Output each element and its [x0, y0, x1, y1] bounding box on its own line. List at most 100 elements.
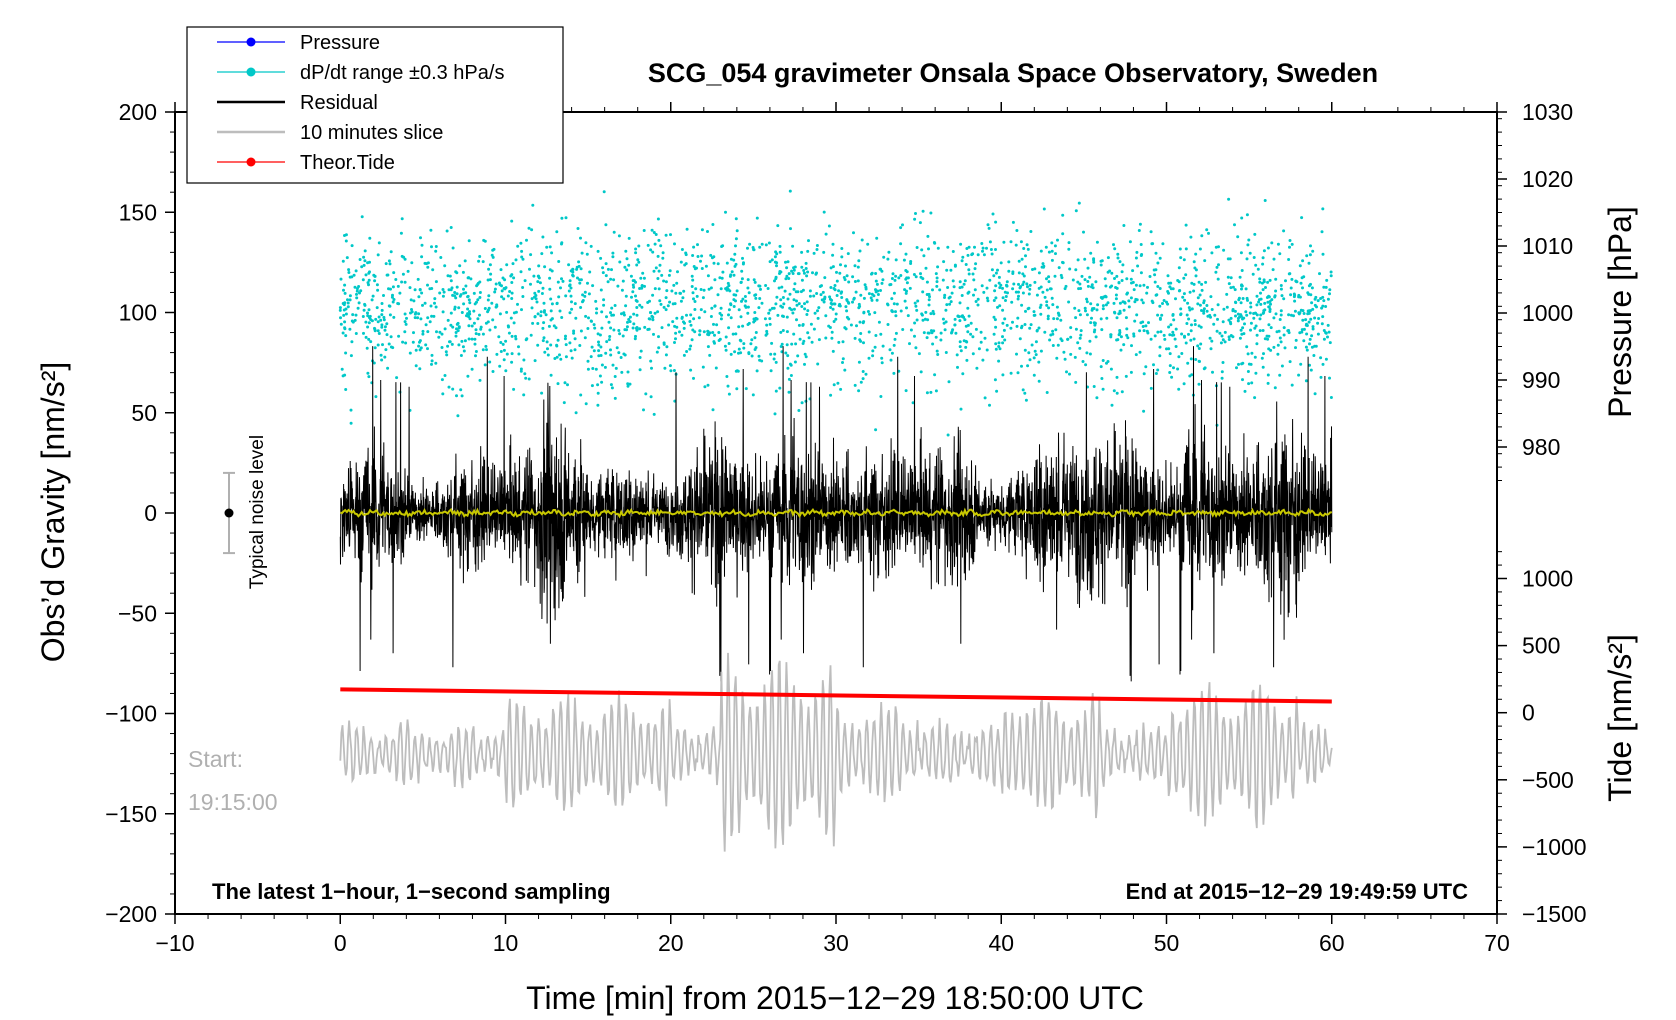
- dpdt-point: [1266, 381, 1270, 385]
- dpdt-point: [613, 375, 617, 378]
- residual-mean-line: [340, 507, 1333, 519]
- dpdt-point: [1022, 280, 1026, 284]
- dpdt-point: [528, 267, 531, 271]
- dpdt-point: [418, 340, 421, 344]
- dpdt-point: [1262, 278, 1266, 282]
- dpdt-point: [1135, 250, 1139, 254]
- dpdt-point: [753, 280, 757, 284]
- dpdt-point: [1185, 322, 1189, 325]
- dpdt-point: [571, 267, 575, 271]
- dpdt-point: [595, 311, 598, 315]
- dpdt-point: [817, 338, 821, 342]
- dpdt-point: [1278, 318, 1282, 321]
- dpdt-point: [481, 260, 485, 264]
- dpdt-point: [361, 315, 365, 318]
- dpdt-point: [798, 337, 802, 341]
- dpdt-point: [901, 328, 905, 331]
- dpdt-point: [1263, 337, 1267, 341]
- dpdt-point: [652, 269, 656, 273]
- dpdt-point: [711, 408, 715, 412]
- dpdt-point: [548, 287, 552, 291]
- dpdt-point: [569, 294, 573, 298]
- dpdt-point: [1078, 282, 1082, 286]
- dpdt-point: [475, 300, 478, 304]
- dpdt-point: [879, 395, 883, 398]
- dpdt-point: [616, 284, 620, 288]
- dpdt-point: [1086, 284, 1090, 288]
- dpdt-point: [1167, 325, 1171, 329]
- dpdt-point: [751, 393, 755, 397]
- dpdt-point: [1308, 363, 1311, 367]
- dpdt-point: [550, 251, 554, 255]
- dpdt-point: [1321, 304, 1325, 308]
- dpdt-point: [665, 345, 669, 349]
- dpdt-point: [915, 318, 919, 322]
- dpdt-point: [935, 280, 939, 284]
- dpdt-point: [800, 265, 804, 269]
- dpdt-point: [852, 231, 855, 235]
- dpdt-point: [609, 348, 612, 352]
- dpdt-point: [694, 287, 698, 291]
- dpdt-point: [530, 297, 534, 301]
- dpdt-point: [1085, 351, 1089, 355]
- dpdt-point: [380, 323, 384, 327]
- dpdt-point: [619, 356, 623, 359]
- dpdt-point: [843, 368, 847, 372]
- dpdt-point: [990, 268, 994, 272]
- dpdt-point: [574, 411, 578, 415]
- dpdt-point: [876, 289, 880, 293]
- dpdt-scatter-series: [338, 189, 1333, 437]
- dpdt-point: [426, 283, 429, 287]
- dpdt-point: [576, 227, 580, 230]
- dpdt-point: [674, 291, 678, 295]
- dpdt-point: [610, 306, 614, 310]
- dpdt-point: [542, 310, 546, 314]
- dpdt-point: [417, 312, 421, 316]
- pressure-tick-label: 980: [1522, 434, 1560, 460]
- dpdt-point: [971, 272, 975, 276]
- dpdt-point: [1229, 276, 1233, 280]
- dpdt-point: [349, 421, 353, 425]
- dpdt-point: [593, 326, 597, 330]
- dpdt-point: [699, 259, 702, 263]
- dpdt-point: [1247, 238, 1251, 242]
- dpdt-point: [1307, 261, 1311, 265]
- dpdt-point: [414, 311, 418, 315]
- dpdt-point: [674, 331, 678, 335]
- dpdt-point: [1056, 311, 1060, 315]
- dpdt-point: [627, 263, 631, 267]
- dpdt-point: [881, 278, 885, 282]
- dpdt-point: [1312, 354, 1316, 357]
- dpdt-point: [1260, 356, 1264, 360]
- dpdt-point: [1032, 356, 1036, 360]
- dpdt-point: [1110, 271, 1114, 275]
- dpdt-point: [804, 267, 808, 270]
- dpdt-point: [520, 249, 524, 253]
- dpdt-point: [859, 332, 863, 335]
- dpdt-point: [1178, 247, 1182, 251]
- dpdt-point: [478, 291, 482, 294]
- dpdt-point: [789, 363, 793, 367]
- dpdt-point: [807, 336, 811, 340]
- dpdt-point: [1094, 335, 1098, 339]
- dpdt-point: [1158, 316, 1162, 320]
- dpdt-point: [597, 340, 600, 344]
- dpdt-point: [510, 360, 514, 364]
- dpdt-point: [1210, 339, 1214, 343]
- dpdt-point: [1042, 207, 1046, 211]
- dpdt-point: [836, 381, 840, 385]
- dpdt-point: [1321, 315, 1325, 319]
- dpdt-point: [657, 269, 661, 273]
- dpdt-point: [495, 352, 499, 356]
- dpdt-point: [613, 304, 617, 307]
- dpdt-point: [861, 321, 865, 325]
- dpdt-point: [374, 317, 378, 321]
- dpdt-point: [1166, 274, 1170, 278]
- dpdt-point: [456, 414, 460, 418]
- dpdt-point: [488, 360, 492, 364]
- dpdt-point: [1236, 235, 1240, 239]
- dpdt-point: [803, 302, 806, 306]
- dpdt-point: [992, 332, 996, 336]
- dpdt-point: [874, 279, 878, 283]
- dpdt-point: [725, 375, 729, 378]
